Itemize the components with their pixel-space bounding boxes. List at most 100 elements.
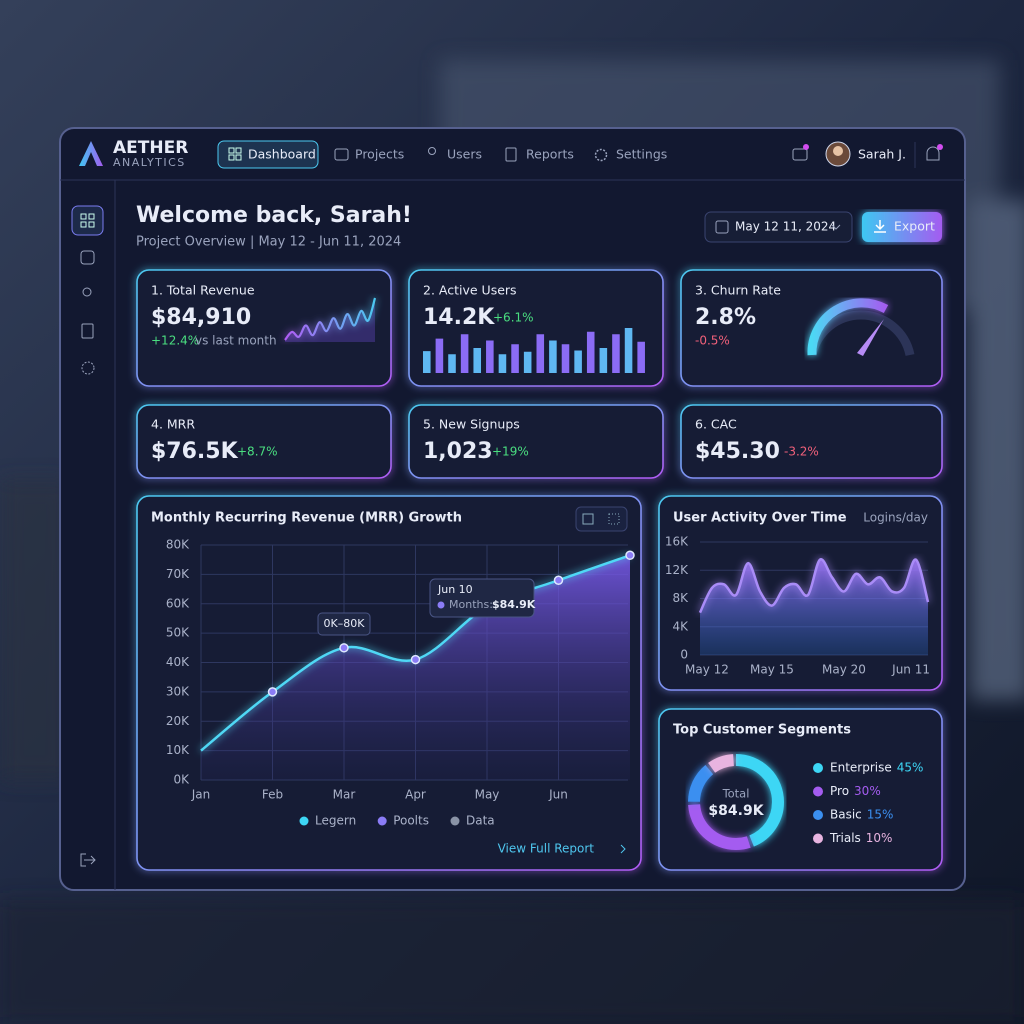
value-label: 15%	[867, 808, 894, 822]
x-tick-label: May 20	[822, 663, 866, 677]
y-tick-label: 70K	[166, 567, 190, 581]
export-button[interactable]	[862, 212, 942, 242]
legend-label: Enterprise	[830, 761, 892, 775]
kpi-card	[136, 404, 392, 479]
annotation: 0K–80K	[324, 617, 366, 630]
mini-bar	[486, 340, 494, 373]
y-tick-label: 30K	[166, 684, 190, 698]
kpi-change: -0.5%	[695, 334, 730, 348]
legend-label: Legern	[315, 814, 356, 828]
user-name[interactable]: Sarah J.	[858, 147, 906, 162]
x-tick-label: Jan	[191, 788, 211, 802]
date-range[interactable]: May 12 11, 2024	[735, 220, 836, 234]
nav-item[interactable]: Users	[447, 147, 482, 162]
x-tick-label: Jun	[548, 788, 568, 802]
point	[267, 687, 278, 697]
nav-item[interactable]: Projects	[355, 147, 404, 162]
y-tick-label: 10K	[166, 743, 190, 757]
sidebar-icon[interactable]	[80, 250, 95, 265]
kpi-value: $84,910	[151, 305, 251, 330]
y-tick-label: 20K	[166, 714, 190, 728]
mini-bar	[574, 350, 582, 373]
bell-icon[interactable]	[926, 146, 940, 161]
icon	[88, 221, 95, 228]
mini-bar	[624, 328, 633, 373]
icon	[228, 154, 235, 161]
legend-label: Pro	[830, 784, 849, 798]
chevron	[831, 224, 841, 230]
sidebar-icon[interactable]	[81, 323, 94, 339]
point	[625, 550, 635, 561]
kpi-card	[408, 404, 664, 479]
sparkline	[284, 297, 377, 341]
kpi-value: 1,023	[423, 439, 493, 464]
sparkline-area	[285, 298, 375, 342]
kpi-change: +8.7%	[237, 445, 278, 459]
x-tick-label: May	[475, 788, 500, 802]
mail-icon[interactable]	[792, 148, 808, 161]
y-tick-label: 60K	[166, 596, 190, 610]
tooltip-dot	[437, 601, 445, 609]
icon	[428, 147, 436, 155]
nav-item[interactable]: Dashboard	[248, 147, 316, 162]
nav-active[interactable]	[217, 140, 319, 169]
donut-center-label: Total	[722, 787, 750, 801]
mini-bar	[511, 344, 519, 373]
value-label: 45%	[897, 761, 924, 775]
kpi-value: $45.30	[695, 439, 780, 464]
report-link[interactable]: View Full Report	[498, 842, 595, 856]
mini-bar	[448, 354, 456, 373]
point	[553, 575, 564, 585]
icon	[88, 213, 95, 220]
sidebar-active[interactable]	[71, 205, 104, 236]
legend-label: Trials	[829, 831, 861, 845]
icon	[874, 220, 886, 233]
sidebar-icon[interactable]	[82, 287, 92, 297]
point	[339, 643, 349, 653]
kpi-change: -3.2%	[784, 445, 819, 459]
legend-swatch	[813, 833, 823, 844]
legend-label: Poolts	[393, 814, 429, 828]
unit-label: Logins/day	[863, 511, 928, 525]
window	[970, 200, 1024, 700]
line	[698, 558, 930, 614]
icon	[594, 148, 608, 162]
logout-icon[interactable]	[80, 853, 96, 867]
mini-bar	[473, 348, 482, 373]
y-tick-label: 40K	[166, 655, 190, 669]
kpi-change: +19%	[492, 445, 529, 459]
chart-layer: 0K 10K 20K 30K 40K 50K 60K 70K 80K Jan Feb Mar Apr Ma…	[166, 297, 930, 850]
chair	[0, 480, 70, 780]
gauge-needle	[857, 319, 884, 356]
export-label[interactable]: Export	[894, 219, 935, 234]
mini-bar	[561, 344, 570, 373]
legend-swatch	[299, 816, 309, 826]
y-tick-label: 50K	[166, 626, 190, 640]
icon	[80, 221, 87, 228]
annotation: Months:	[449, 598, 493, 611]
nav-item[interactable]: Settings	[616, 147, 667, 162]
kpi-card	[680, 269, 943, 387]
legend-swatch	[377, 816, 387, 826]
kpi-card	[408, 269, 664, 387]
donut-segment	[688, 754, 784, 850]
view-toggle[interactable]	[575, 506, 628, 532]
icon	[80, 213, 87, 220]
kpi-note: vs last month	[195, 334, 277, 348]
kpi-label: 6. CAC	[695, 417, 737, 432]
mini-bar	[523, 351, 532, 373]
x-tick-label: May 15	[750, 663, 794, 677]
chart-title: User Activity Over Time	[673, 511, 847, 526]
legend-swatch	[813, 810, 823, 820]
value-label: 30%	[854, 784, 881, 798]
legend-swatch	[813, 763, 823, 773]
sidebar-icon[interactable]	[81, 361, 95, 375]
nav-item[interactable]: Reports	[526, 147, 574, 162]
kpi-change: +12.4%	[151, 334, 199, 348]
chart-title: Monthly Recurring Revenue (MRR) Growth	[151, 511, 462, 526]
date-picker[interactable]	[704, 211, 853, 243]
gauge-track	[807, 310, 915, 357]
mini-bar	[460, 334, 469, 373]
